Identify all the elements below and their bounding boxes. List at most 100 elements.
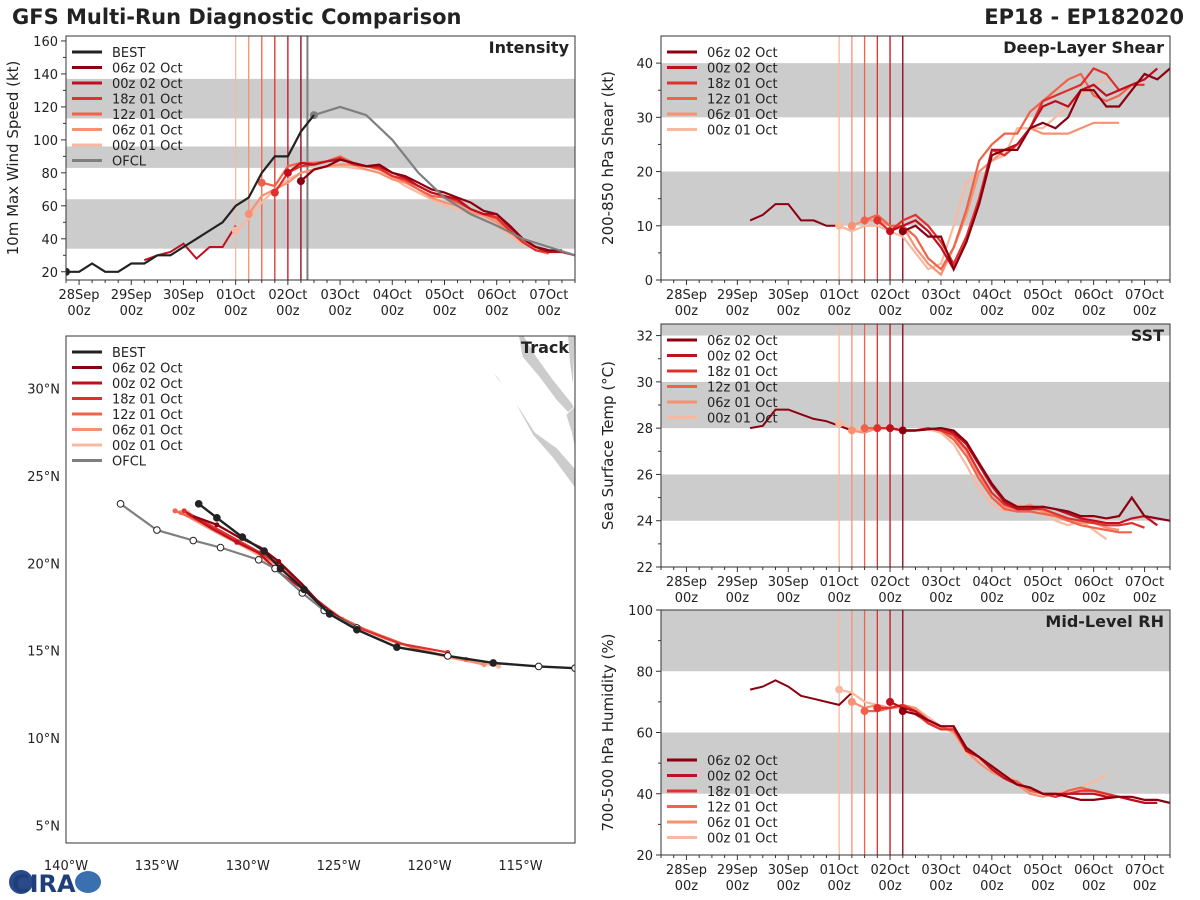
- track-position-marker: [353, 625, 361, 634]
- series-line-12z-01-oct: [864, 72, 1133, 271]
- x-tick-date-label: 06Oct: [1074, 575, 1113, 590]
- track-position-marker: [213, 514, 221, 522]
- x-tick-hour-label: 00z: [675, 879, 699, 894]
- x-tick-hour-label: 00z: [929, 879, 953, 894]
- logo-swirl-icon: [75, 871, 101, 893]
- y-tick-label: 120: [33, 101, 58, 116]
- y-tick-label: 40: [41, 233, 58, 248]
- figure-title: GFS Multi-Run Diagnostic Comparison: [12, 5, 462, 29]
- panel-frame: [65, 35, 576, 281]
- panel-title: Deep-Layer Shear: [1003, 38, 1164, 57]
- x-tick-date-label: 30Sep: [768, 288, 809, 303]
- legend-label: 00z 01 Oct: [707, 412, 778, 427]
- series-start-marker: [296, 177, 305, 186]
- series-start-marker: [835, 419, 844, 428]
- x-tick-date-label: 07Oct: [529, 288, 568, 303]
- x-tick-date-label: 06Oct: [1074, 863, 1113, 878]
- track-position-marker: [234, 539, 240, 545]
- legend-label: 12z 01 Oct: [707, 801, 778, 816]
- threshold-band: [66, 146, 575, 168]
- x-tick-date-label: 30Sep: [768, 575, 809, 590]
- legend-label: 00z 02 Oct: [707, 350, 778, 365]
- x-tick-date-label: 02Oct: [871, 863, 910, 878]
- plot-area: [661, 610, 1170, 855]
- x-tick-date-label: 06Oct: [1074, 288, 1113, 303]
- x-tick-hour-label: 00z: [1133, 304, 1157, 319]
- series-start-marker: [244, 210, 253, 219]
- land-mass: [456, 336, 575, 489]
- legend-label: 06z 01 Oct: [707, 396, 778, 411]
- x-tick-hour-label: 00z: [878, 879, 902, 894]
- legend-label: 06z 01 Oct: [707, 108, 778, 123]
- series-start-marker: [886, 697, 895, 706]
- y-tick-label: 40: [636, 788, 653, 803]
- series-start-marker: [860, 707, 869, 716]
- x-tick-hour-label: 00z: [980, 304, 1004, 319]
- track-position-marker: [153, 526, 161, 534]
- series-line-best: [66, 114, 315, 273]
- series-start-marker: [860, 424, 869, 433]
- legend-label: 18z 01 Oct: [707, 365, 778, 380]
- x-tick-hour-label: 00z: [537, 304, 561, 319]
- threshold-band: [661, 381, 1170, 429]
- x-tick-hour-label: 00z: [827, 879, 851, 894]
- track-position-marker: [214, 522, 220, 528]
- lat-tick-label: 25°N: [27, 470, 60, 485]
- series-start-marker: [257, 178, 266, 187]
- panel-frame: [65, 335, 576, 844]
- y-tick-label: 80: [41, 167, 58, 182]
- y-tick-label: 140: [33, 68, 58, 83]
- panel-sst: 22242628303228Sep00z29Sep00z30Sep00z01Oc…: [599, 323, 1171, 606]
- x-tick-date-label: 07Oct: [1125, 288, 1164, 303]
- series-line-ofcl: [313, 105, 575, 257]
- lat-tick-label: 30°N: [27, 382, 60, 397]
- legend-label: 06z 01 Oct: [112, 124, 183, 139]
- series-start-marker: [835, 221, 844, 230]
- legend-label: 00z 02 Oct: [707, 770, 778, 785]
- cira-logo: CIRA: [6, 866, 106, 898]
- y-axis-label: Sea Surface Temp (°C): [599, 361, 617, 530]
- track-position-marker: [116, 500, 125, 508]
- x-tick-date-label: 29Sep: [717, 863, 758, 878]
- series-start-marker: [873, 216, 882, 225]
- legend-label: 06z 02 Oct: [707, 46, 778, 61]
- plot-area: [661, 324, 1170, 567]
- y-tick-label: 30: [636, 376, 653, 391]
- y-tick-label: 160: [33, 35, 58, 50]
- legend-label: 06z 02 Oct: [112, 362, 183, 377]
- x-tick-date-label: 29Sep: [111, 288, 152, 303]
- legend-label: 06z 02 Oct: [112, 62, 183, 77]
- series-line-06z-02-oct: [902, 426, 1170, 522]
- series-line-00z-02-oct: [889, 67, 1159, 272]
- threshold-band: [661, 324, 1170, 336]
- y-tick-label: 100: [33, 134, 58, 149]
- x-tick-hour-label: 00z: [1082, 591, 1106, 606]
- y-tick-label: 60: [41, 200, 58, 215]
- track-position-marker: [276, 564, 285, 573]
- x-tick-hour-label: 00z: [675, 304, 699, 319]
- x-tick-date-label: 29Sep: [717, 288, 758, 303]
- legend-label: 18z 01 Oct: [112, 393, 183, 408]
- legend-label: 06z 01 Oct: [707, 816, 778, 831]
- track-position-marker: [276, 559, 282, 565]
- history-series-line: [749, 679, 853, 706]
- x-tick-hour-label: 00z: [1133, 879, 1157, 894]
- legend-label: 06z 02 Oct: [707, 754, 778, 769]
- x-tick-date-label: 07Oct: [1125, 575, 1164, 590]
- y-tick-label: 24: [636, 515, 653, 530]
- series-start-marker: [283, 168, 292, 177]
- y-tick-label: 20: [41, 266, 58, 281]
- track-position-marker: [325, 610, 334, 618]
- panel-title: Intensity: [489, 38, 570, 57]
- x-tick-date-label: 07Oct: [1125, 863, 1164, 878]
- x-tick-hour-label: 00z: [276, 304, 300, 319]
- panel-intensity: 2040608010012014016028Sep00z29Sep00z30Se…: [4, 35, 576, 319]
- x-tick-hour-label: 00z: [777, 591, 801, 606]
- x-tick-date-label: 30Sep: [768, 863, 809, 878]
- track-line-00z-02-oct: [185, 511, 398, 649]
- x-tick-hour-label: 00z: [381, 304, 405, 319]
- series-start-marker: [898, 707, 907, 716]
